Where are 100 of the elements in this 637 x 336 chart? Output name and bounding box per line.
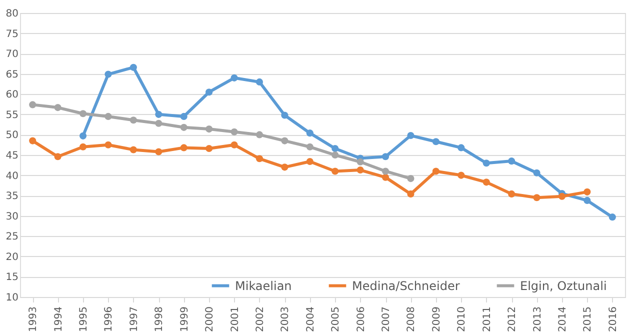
- x-tick-label: 1996: [104, 306, 115, 332]
- y-tick-label: 20: [6, 252, 18, 263]
- point: [155, 148, 162, 156]
- x-tick-label: 2004: [305, 306, 316, 332]
- y-tick-label: 40: [6, 170, 18, 182]
- point: [79, 132, 87, 140]
- y-tick-label: 15: [6, 272, 18, 284]
- point: [407, 190, 414, 198]
- point: [306, 130, 314, 137]
- point: [281, 164, 288, 171]
- point: [332, 168, 339, 175]
- point: [29, 101, 36, 108]
- legend-label: Mikaelian: [235, 278, 292, 293]
- y-tick-label: 35: [6, 191, 18, 202]
- point: [356, 166, 364, 174]
- point: [230, 128, 238, 136]
- point: [54, 153, 62, 160]
- x-tick-label: 1999: [179, 306, 190, 332]
- y-tick-label: 75: [6, 28, 18, 40]
- point: [206, 126, 213, 133]
- point: [281, 137, 288, 144]
- x-tick-label: 2013: [532, 306, 544, 332]
- point: [356, 158, 364, 166]
- point: [281, 112, 288, 119]
- point: [206, 88, 213, 96]
- x-tick-label: 2000: [204, 306, 216, 332]
- x-tick-label: 2003: [280, 306, 292, 332]
- point: [584, 188, 591, 196]
- point: [432, 168, 440, 175]
- y-tick-label: 70: [6, 49, 18, 60]
- point: [130, 116, 137, 124]
- legend-label: Elgin, Oztunali: [520, 278, 607, 293]
- y-tick-label: 30: [6, 211, 18, 222]
- point: [608, 214, 616, 221]
- x-tick-label: 2005: [330, 306, 342, 332]
- point: [256, 131, 264, 138]
- x-tick-label: 2008: [406, 306, 418, 332]
- point: [508, 190, 516, 198]
- point: [407, 175, 414, 182]
- point: [306, 158, 314, 166]
- y-tick-label: 50: [6, 130, 18, 142]
- x-tick-label: 2015: [582, 306, 594, 332]
- point: [230, 141, 238, 148]
- point: [155, 120, 162, 127]
- x-tick-label: 2001: [230, 306, 241, 332]
- point: [180, 124, 188, 131]
- point: [458, 172, 465, 179]
- y-tick-label: 10: [6, 292, 18, 304]
- point: [79, 110, 87, 118]
- x-tick-label: 2010: [456, 306, 468, 332]
- point: [508, 158, 516, 165]
- x-tick-label: 2007: [381, 306, 392, 332]
- point: [180, 112, 188, 120]
- point: [407, 132, 414, 140]
- x-tick-label: 2002: [254, 306, 266, 332]
- point: [533, 169, 540, 176]
- point: [306, 143, 314, 150]
- x-tick-label: 2014: [557, 306, 568, 332]
- point: [130, 146, 137, 154]
- point: [332, 151, 339, 159]
- legend-label: Medina/Schneider: [352, 278, 460, 293]
- point: [230, 74, 238, 82]
- x-tick-label: 1997: [128, 306, 140, 332]
- point: [54, 104, 62, 112]
- x-tick-label: 2011: [482, 306, 493, 332]
- x-tick-label: 2006: [356, 306, 367, 332]
- x-tick-label: 2012: [507, 306, 518, 332]
- x-tick-label: 1994: [53, 306, 64, 332]
- point: [482, 160, 490, 167]
- point: [533, 194, 540, 202]
- point: [180, 144, 188, 152]
- point: [29, 137, 36, 144]
- y-tick-label: 60: [6, 90, 18, 101]
- point: [155, 110, 162, 118]
- x-tick-label: 2016: [608, 306, 619, 332]
- point: [382, 153, 390, 160]
- y-tick-label: 55: [6, 110, 18, 121]
- point: [104, 112, 112, 120]
- point: [382, 168, 390, 175]
- x-tick-label: 1993: [28, 306, 40, 332]
- point: [256, 78, 264, 86]
- y-tick-label: 25: [6, 232, 18, 243]
- x-tick-label: 2009: [431, 306, 442, 332]
- point: [558, 192, 566, 200]
- point: [432, 138, 440, 146]
- point: [332, 144, 339, 152]
- point: [104, 70, 112, 78]
- point: [584, 196, 591, 204]
- point: [382, 174, 390, 181]
- point: [482, 178, 490, 186]
- y-tick-label: 65: [6, 69, 18, 80]
- point: [458, 144, 465, 152]
- y-tick-label: 80: [6, 8, 18, 20]
- y-tick-label: 45: [6, 150, 18, 162]
- point: [256, 155, 264, 162]
- x-tick-label: 1995: [78, 306, 90, 332]
- point: [130, 64, 137, 71]
- point: [206, 144, 213, 152]
- point: [104, 141, 112, 148]
- x-tick-label: 1998: [154, 306, 166, 332]
